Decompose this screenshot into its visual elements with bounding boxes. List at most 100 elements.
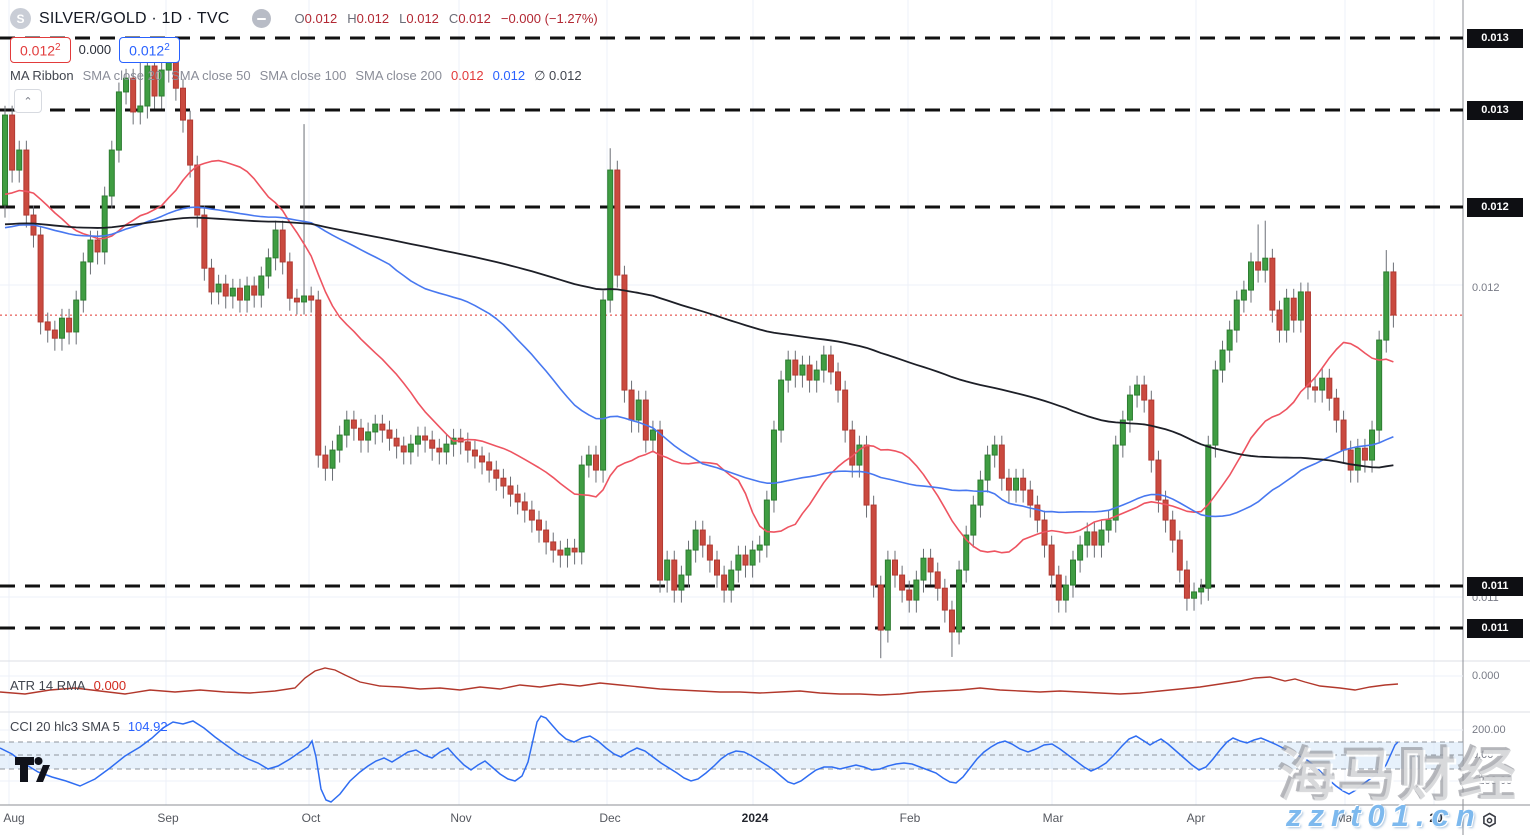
- time-axis-label-sep[interactable]: Sep: [157, 811, 179, 825]
- time-axis-label-2024[interactable]: 2024: [741, 811, 769, 825]
- candle: [258, 275, 265, 296]
- candle: [1248, 261, 1254, 291]
- time-axis-label-oct[interactable]: Oct: [301, 811, 321, 825]
- candle: [692, 529, 699, 551]
- time-axis-label-aug[interactable]: Aug: [3, 811, 25, 825]
- time-axis-label-dec[interactable]: Dec: [599, 811, 621, 825]
- candle: [642, 399, 649, 441]
- candle: [1297, 291, 1304, 321]
- candle: [1354, 447, 1361, 471]
- candle: [130, 77, 137, 113]
- red-price-badge[interactable]: 0.0122: [10, 37, 71, 63]
- candle: [479, 455, 486, 463]
- candle: [123, 77, 130, 93]
- candle: [436, 447, 443, 453]
- candle: [749, 549, 756, 566]
- candle: [521, 501, 528, 511]
- axis-settings-gear-icon[interactable]: [1481, 812, 1498, 834]
- candle: [493, 469, 500, 479]
- candle: [877, 584, 884, 631]
- candle: [108, 149, 115, 197]
- candle: [721, 574, 728, 591]
- ohlc-high-value: 0.012: [356, 11, 390, 26]
- candlestick-series[interactable]: [2, 47, 1397, 659]
- candle: [1361, 447, 1368, 461]
- candle: [1347, 449, 1354, 471]
- ohlc-change-value: −0.000 (−1.27%): [500, 11, 598, 26]
- candle: [607, 169, 614, 301]
- candle: [1141, 384, 1148, 401]
- ohlc-open-key: O: [294, 11, 305, 26]
- candle: [870, 504, 877, 586]
- atr-pane-legend[interactable]: ATR 14 RMA 0.000: [10, 678, 126, 693]
- candle: [73, 299, 80, 333]
- symbol-title[interactable]: SILVER/GOLD · 1D · TVC: [39, 9, 230, 27]
- cci-pane-legend[interactable]: CCI 20 hlc3 SMA 5 104.92: [10, 719, 168, 734]
- candle: [1098, 529, 1105, 546]
- candle: [1055, 574, 1062, 601]
- ma-param-200: SMA close 200: [355, 68, 443, 83]
- candle: [514, 493, 521, 503]
- atr-label: ATR 14 RMA: [10, 678, 86, 693]
- candle: [1340, 419, 1347, 451]
- candle: [407, 443, 414, 453]
- ma-ribbon-title: MA Ribbon: [10, 68, 74, 83]
- candle: [1290, 297, 1297, 321]
- candle: [1326, 377, 1333, 399]
- candle: [614, 169, 621, 276]
- candle: [1134, 384, 1141, 396]
- candle: [1034, 504, 1041, 521]
- time-axis-label-mar[interactable]: Mar: [1042, 811, 1064, 825]
- candle: [571, 547, 578, 553]
- candle: [934, 571, 941, 589]
- candle: [471, 449, 478, 457]
- hide-indicator-icon[interactable]: [251, 9, 271, 28]
- candle: [1255, 261, 1262, 271]
- candle: [158, 69, 165, 97]
- blue-price-badge[interactable]: 0.0122: [119, 37, 180, 63]
- candle: [1169, 519, 1176, 541]
- candle: [372, 423, 379, 433]
- candle: [1013, 477, 1020, 491]
- ma-param-100: SMA close 100: [259, 68, 347, 83]
- candle: [671, 559, 678, 591]
- candle: [699, 529, 706, 546]
- candle: [628, 389, 635, 421]
- candle: [884, 559, 891, 631]
- candle: [592, 454, 599, 471]
- candle: [1027, 489, 1034, 506]
- chevron-up-icon: ⌃: [23, 95, 33, 108]
- candle: [714, 559, 720, 576]
- candle: [1183, 569, 1190, 599]
- candle: [706, 544, 713, 561]
- ohlc-open-value: 0.012: [304, 11, 338, 26]
- candle: [350, 419, 357, 429]
- time-axis-label-feb[interactable]: Feb: [899, 811, 921, 825]
- symbol-avatar[interactable]: S: [10, 8, 31, 29]
- candle: [393, 437, 400, 447]
- time-axis-label-20[interactable]: 20: [1429, 811, 1443, 825]
- collapse-legend-button[interactable]: ⌃: [14, 89, 42, 113]
- time-axis-label-apr[interactable]: Apr: [1186, 811, 1206, 825]
- ma-value-blue: 0.012: [492, 68, 526, 83]
- tradingview-logo-icon[interactable]: [14, 756, 50, 791]
- candle: [827, 354, 834, 373]
- candle: [87, 239, 94, 263]
- candle: [1062, 584, 1069, 601]
- ohlc-low-key: L: [399, 11, 407, 26]
- candle: [336, 434, 343, 451]
- candle: [536, 519, 542, 531]
- mid-price-label: 0.000: [78, 42, 112, 58]
- candle: [358, 427, 364, 441]
- ohlc-close-value: 0.012: [458, 11, 491, 26]
- candle: [678, 574, 685, 591]
- candle: [16, 149, 23, 171]
- ma-ribbon-legend[interactable]: MA Ribbon SMA close 20 SMA close 50 SMA …: [10, 68, 582, 84]
- candle: [892, 559, 898, 576]
- candle: [365, 431, 372, 441]
- candle: [1383, 271, 1390, 341]
- time-axis-label-may[interactable]: May: [1335, 811, 1359, 825]
- time-axis-label-nov[interactable]: Nov: [450, 811, 472, 825]
